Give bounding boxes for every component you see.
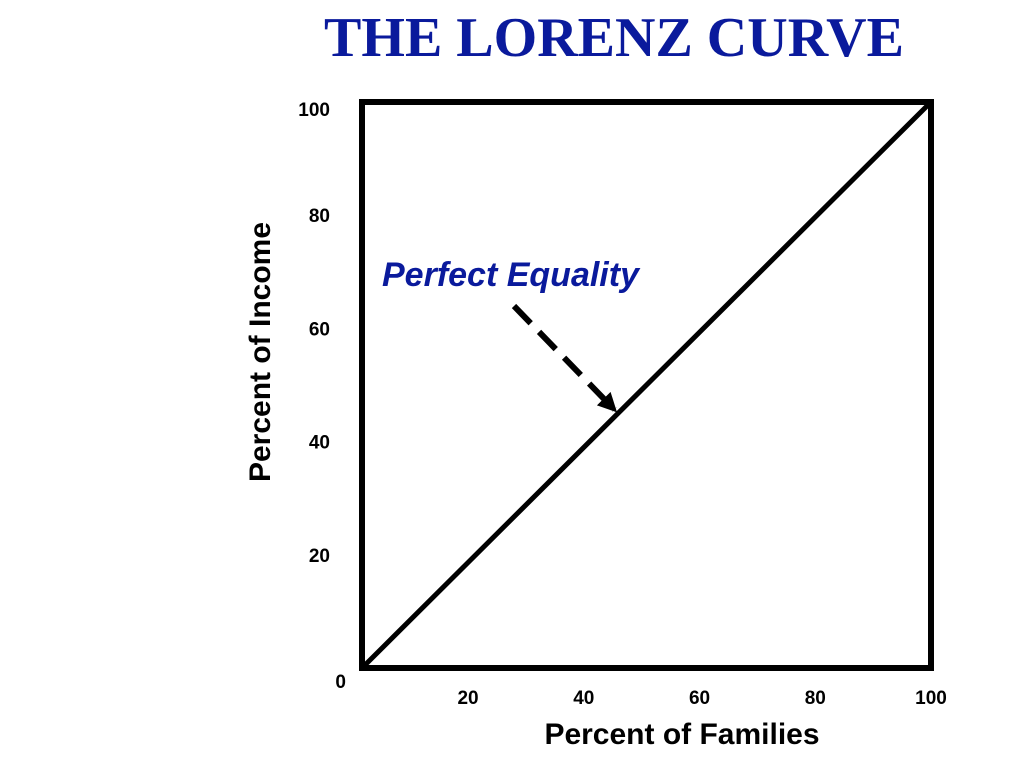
x-tick-label: 60 [689,688,710,709]
x-tick-labels: 20 40 60 80 100 [457,688,946,709]
annotation-label: Perfect Equality [382,256,641,294]
annotation-layer: Perfect Equality [382,256,641,413]
x-tick-label: 100 [915,688,947,709]
annotation-arrow [511,303,618,413]
y-axis-label: Percent of Income [244,222,277,482]
y-tick-label: 60 [309,319,330,340]
y-tick-label: 40 [309,433,330,454]
y-tick-label: 0 [335,672,346,693]
series-layer [359,99,934,671]
plot-frame [359,99,934,671]
x-tick-label: 20 [457,688,478,709]
y-tick-label: 100 [298,100,330,121]
chart-title: THE LORENZ CURVE [324,7,904,69]
y-tick-label: 20 [309,546,330,567]
x-tick-label: 80 [805,688,826,709]
x-tick-label: 40 [573,688,594,709]
equality-line [359,99,934,671]
x-axis-label: Percent of Families [544,718,819,751]
y-tick-labels: 0 20 40 60 80 100 [298,100,346,693]
y-tick-label: 80 [309,206,330,227]
